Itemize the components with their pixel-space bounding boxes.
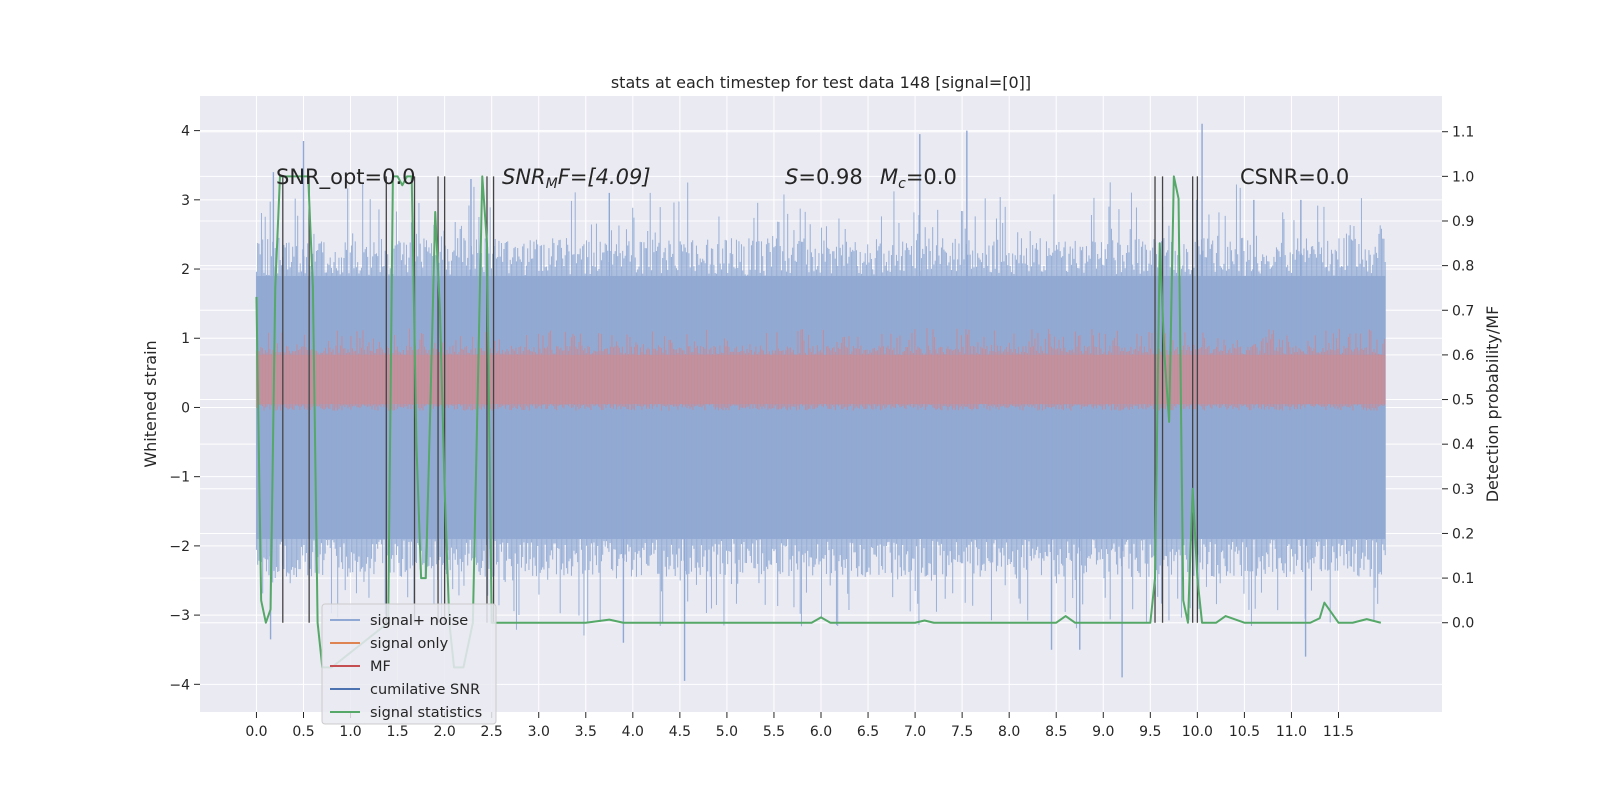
y-right-axis-ticks: 0.0 0.1 0.2 0.3 0.4 0.5 0.6 0.7 0.8 0.9 1.0 1.1 [1442, 125, 1474, 632]
x-tick-label: 3.0 [528, 724, 550, 740]
y-tick-label: −3 [169, 608, 190, 624]
x-tick-label: 4.5 [669, 724, 691, 740]
snr-mf-annotation: SNRMF=[4.09] [502, 165, 651, 192]
legend-label: MF [370, 659, 391, 675]
chart-title: stats at each timestep for test data 148… [611, 73, 1031, 92]
y-right-tick-label: 0.3 [1452, 482, 1474, 498]
legend-label: signal+ noise [370, 613, 468, 629]
y-tick-label: −1 [169, 470, 190, 486]
x-tick-label: 3.5 [575, 724, 597, 740]
y-right-tick-label: 1.0 [1452, 169, 1474, 185]
mc-subscript: c [898, 176, 906, 192]
y-tick-label: −4 [169, 677, 190, 693]
signal-statistics-series [255, 175, 1382, 669]
legend-label: signal statistics [370, 705, 482, 721]
s-annotation: S=0.98 [785, 165, 863, 189]
y-right-tick-label: 0.7 [1452, 303, 1474, 319]
mc-label: M [880, 165, 898, 189]
x-tick-label: 6.5 [857, 724, 879, 740]
y-right-tick-label: 0.1 [1452, 571, 1474, 587]
x-tick-label: 1.0 [339, 724, 361, 740]
x-tick-label: 2.5 [481, 724, 503, 740]
y-tick-label: 3 [181, 193, 190, 209]
x-tick-label: 5.5 [763, 724, 785, 740]
snr-mf-value: F=[4.09] [558, 165, 651, 189]
x-tick-label: 6.0 [810, 724, 832, 740]
snr-opt-annotation: SNR_opt=0.0 [276, 165, 416, 190]
signal-statistics-line [255, 175, 1382, 669]
x-tick-label: 9.5 [1139, 724, 1161, 740]
legend-label: cumilative SNR [370, 682, 480, 698]
legend-label: signal only [370, 636, 449, 652]
y-axis-ticks: −4 −3 −2 −1 0 1 2 3 4 [169, 124, 200, 693]
y-axis-label: Whitened strain [141, 340, 160, 467]
x-tick-label: 8.5 [1045, 724, 1067, 740]
y-right-tick-label: 1.1 [1452, 125, 1474, 141]
y-tick-label: 4 [181, 124, 190, 140]
y-right-tick-label: 0.8 [1452, 259, 1474, 275]
y-tick-label: −2 [169, 539, 190, 555]
s-value: =0.98 [798, 165, 862, 189]
snr-mf-subscript: M [546, 176, 558, 192]
x-tick-label: 0.0 [245, 724, 267, 740]
x-tick-label: 11.0 [1276, 724, 1307, 740]
detection-markers [282, 176, 1199, 623]
csnr-annotation: CSNR=0.0 [1240, 165, 1349, 189]
mc-value: =0.0 [906, 165, 957, 189]
x-tick-label: 2.0 [434, 724, 456, 740]
legend-box [321, 603, 497, 725]
signal-noise-peaks [269, 123, 1307, 681]
x-tick-label: 7.0 [904, 724, 926, 740]
snr-mf-prefix: SNR [502, 165, 546, 189]
x-tick-label: 11.5 [1323, 724, 1354, 740]
x-tick-label: 10.0 [1182, 724, 1213, 740]
x-tick-label: 8.0 [998, 724, 1020, 740]
y-tick-label: 1 [181, 331, 190, 347]
y-right-tick-label: 0.9 [1452, 214, 1474, 230]
x-axis-ticks: 0.0 0.5 1.0 1.5 2.0 2.5 3.0 3.5 4.0 4.5 5.0 5.5 6.0 6… [245, 712, 1354, 740]
mf-trace [255, 328, 1385, 411]
x-tick-label: 5.0 [716, 724, 738, 740]
y-right-tick-label: 0.5 [1452, 393, 1474, 409]
mc-annotation: Mc=0.0 [880, 165, 957, 192]
y-right-tick-label: 0.2 [1452, 526, 1474, 542]
x-tick-label: 4.0 [622, 724, 644, 740]
x-tick-label: 7.5 [951, 724, 973, 740]
y-tick-label: 2 [181, 262, 190, 278]
legend: signal+ noise signal only MF cumilative SNR… [321, 603, 497, 725]
y-right-tick-label: 0.0 [1452, 616, 1474, 632]
y-right-tick-label: 0.4 [1452, 437, 1474, 453]
x-tick-label: 1.5 [386, 724, 408, 740]
y-right-tick-label: 0.6 [1452, 348, 1474, 364]
x-tick-label: 0.5 [292, 724, 314, 740]
y-right-axis-label: Detection probability/MF [1483, 306, 1502, 503]
s-label: S [785, 165, 798, 189]
x-tick-label: 9.0 [1092, 724, 1114, 740]
y-tick-label: 0 [181, 400, 190, 416]
x-tick-label: 10.5 [1229, 724, 1260, 740]
